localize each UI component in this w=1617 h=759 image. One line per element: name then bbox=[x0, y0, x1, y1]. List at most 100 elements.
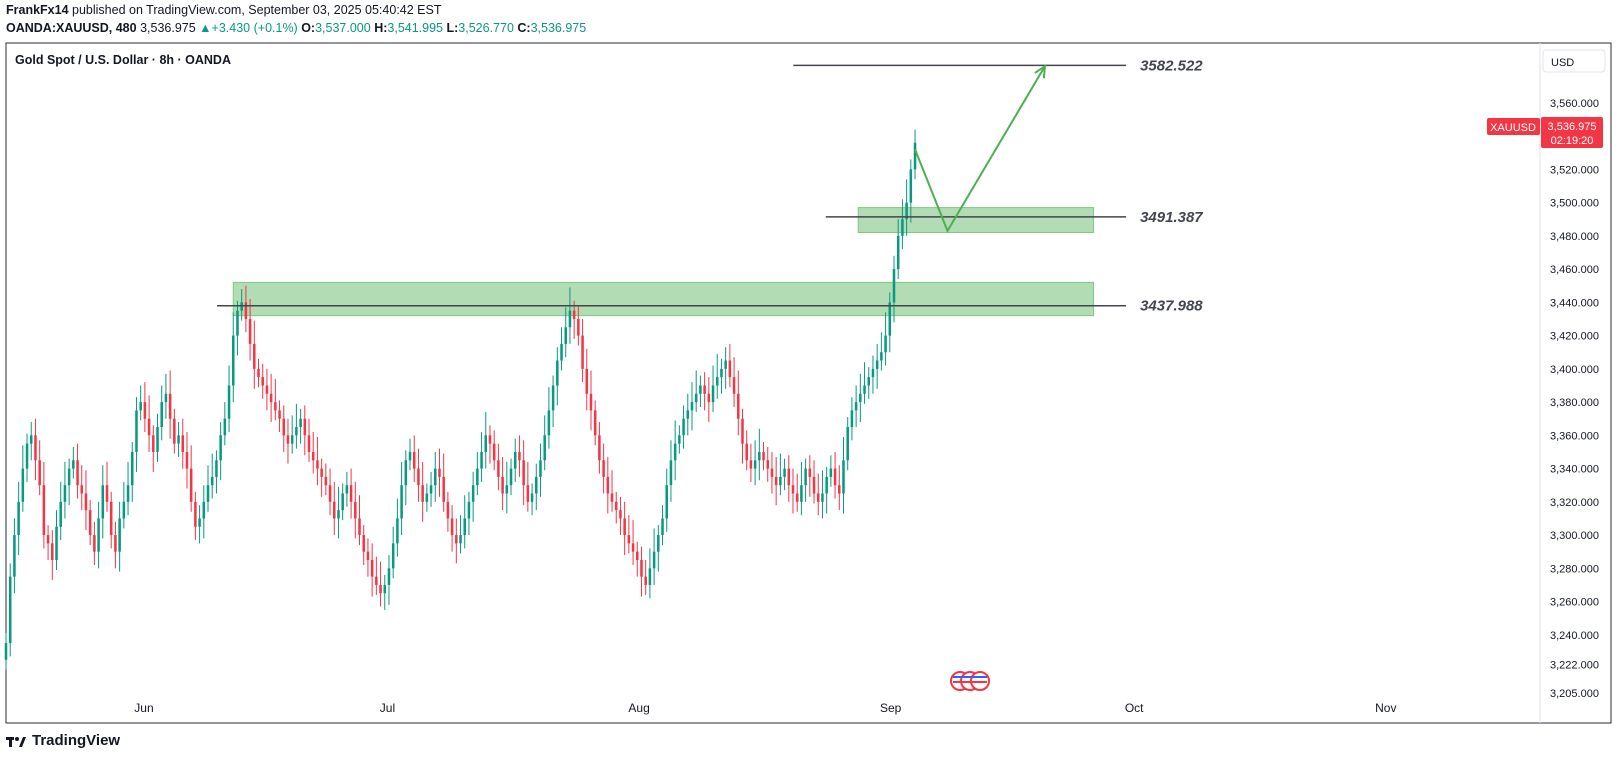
candle-body bbox=[25, 443, 29, 469]
candle-body bbox=[838, 485, 841, 494]
candle-body bbox=[619, 510, 622, 519]
economic-events-icon[interactable] bbox=[950, 671, 990, 691]
high-value: 3,541.995 bbox=[387, 21, 443, 35]
candle-body bbox=[349, 485, 353, 502]
candle-body bbox=[648, 568, 652, 585]
tradingview-logo[interactable]: TradingView bbox=[6, 732, 120, 749]
candle-body bbox=[577, 318, 580, 336]
candle-body bbox=[240, 302, 243, 311]
candle-body bbox=[88, 510, 92, 536]
candle-body bbox=[543, 435, 546, 461]
candle-body bbox=[808, 468, 812, 477]
candle-body bbox=[391, 543, 395, 569]
candle-body bbox=[400, 485, 403, 519]
level-label-1: 3491.387 bbox=[1140, 209, 1203, 226]
candle-body bbox=[661, 518, 664, 536]
candle-body bbox=[812, 476, 816, 494]
candle-body bbox=[370, 560, 374, 577]
candle-body bbox=[715, 377, 719, 386]
candle-body bbox=[248, 318, 252, 344]
level-label-0: 3582.522 bbox=[1140, 57, 1203, 74]
projection[interactable] bbox=[914, 64, 1047, 234]
candle-body bbox=[833, 468, 837, 486]
candle-body bbox=[686, 410, 690, 419]
candle-body bbox=[324, 476, 328, 486]
chart-frame bbox=[5, 42, 1612, 724]
price-axis[interactable]: 3,205.000 3,222.000 3,240.000 3,260.000 3,28… bbox=[1550, 98, 1599, 700]
candle-body bbox=[556, 360, 559, 386]
candle-body bbox=[29, 435, 33, 444]
candle-body bbox=[825, 476, 828, 494]
candle-body bbox=[341, 493, 344, 511]
currency-button[interactable] bbox=[1542, 49, 1606, 73]
candle-body bbox=[505, 485, 509, 494]
high-label: H: bbox=[374, 21, 388, 35]
candle-body bbox=[17, 501, 20, 536]
y-tick-label: 3,460.000 bbox=[1550, 264, 1599, 276]
candle-body bbox=[829, 468, 833, 477]
candle-body bbox=[627, 535, 631, 544]
price-tag-price: 3,536.975 bbox=[1548, 121, 1597, 133]
candle-body bbox=[854, 402, 858, 411]
candle-body bbox=[152, 435, 155, 452]
y-tick-label: 3,420.000 bbox=[1550, 331, 1599, 343]
candle-body bbox=[316, 460, 319, 469]
candle-body bbox=[749, 460, 753, 469]
candle-body bbox=[459, 535, 462, 544]
candle-body bbox=[863, 385, 866, 394]
y-tick-label: 3,560.000 bbox=[1550, 98, 1599, 110]
candle-body bbox=[55, 526, 58, 561]
candle-body bbox=[278, 410, 281, 419]
candle-body bbox=[892, 269, 896, 303]
candle-body bbox=[787, 468, 791, 486]
candle-body bbox=[59, 501, 62, 527]
projection-path bbox=[914, 65, 1046, 234]
candle-body bbox=[564, 327, 567, 344]
candle-body bbox=[795, 493, 799, 502]
candle-body bbox=[728, 360, 732, 378]
candle-body bbox=[34, 435, 37, 461]
candle-body bbox=[871, 368, 875, 378]
candle-body bbox=[480, 451, 483, 469]
candle-body bbox=[779, 476, 782, 486]
candle-body bbox=[909, 169, 913, 203]
candle-body bbox=[859, 393, 862, 403]
levels[interactable]: 3582.522 3491.387 3437.988 bbox=[217, 57, 1203, 315]
candle-body bbox=[737, 393, 740, 419]
candle-body bbox=[269, 393, 273, 403]
time-axis[interactable]: Jun Jul Aug Sep Oct Nov bbox=[134, 701, 1396, 715]
candle-body bbox=[446, 501, 450, 519]
candle-body bbox=[173, 418, 176, 444]
candle-body bbox=[636, 551, 639, 561]
candle-body bbox=[896, 235, 900, 270]
candle-body bbox=[484, 435, 488, 452]
candle-body bbox=[156, 427, 159, 452]
currency-label: USD bbox=[1551, 57, 1574, 69]
candle-body bbox=[80, 485, 84, 494]
author-name[interactable]: FrankFx14 bbox=[6, 3, 69, 17]
low-value: 3,526.770 bbox=[458, 21, 514, 35]
candle-body bbox=[821, 493, 824, 502]
candle-body bbox=[333, 501, 336, 519]
candle-body bbox=[539, 460, 542, 477]
candle-body bbox=[471, 485, 475, 502]
candle-body bbox=[38, 460, 41, 486]
projection-arrowhead-icon bbox=[1034, 64, 1047, 79]
candle-body bbox=[114, 535, 117, 552]
candle-body bbox=[602, 460, 605, 477]
y-tick-label: 3,360.000 bbox=[1550, 430, 1599, 442]
candle-body bbox=[745, 443, 748, 461]
candle-body bbox=[93, 535, 96, 552]
candle-body bbox=[783, 468, 786, 477]
candle-body bbox=[560, 343, 563, 361]
x-tick-label: Sep bbox=[880, 701, 902, 715]
candle-body bbox=[379, 584, 382, 594]
candle-body bbox=[198, 518, 201, 527]
candle-body bbox=[168, 393, 172, 419]
candle-body bbox=[509, 468, 513, 486]
candle-body bbox=[880, 352, 883, 361]
candle-body bbox=[358, 518, 361, 536]
candle-body bbox=[63, 485, 67, 502]
level-label-2: 3437.988 bbox=[1140, 298, 1203, 315]
